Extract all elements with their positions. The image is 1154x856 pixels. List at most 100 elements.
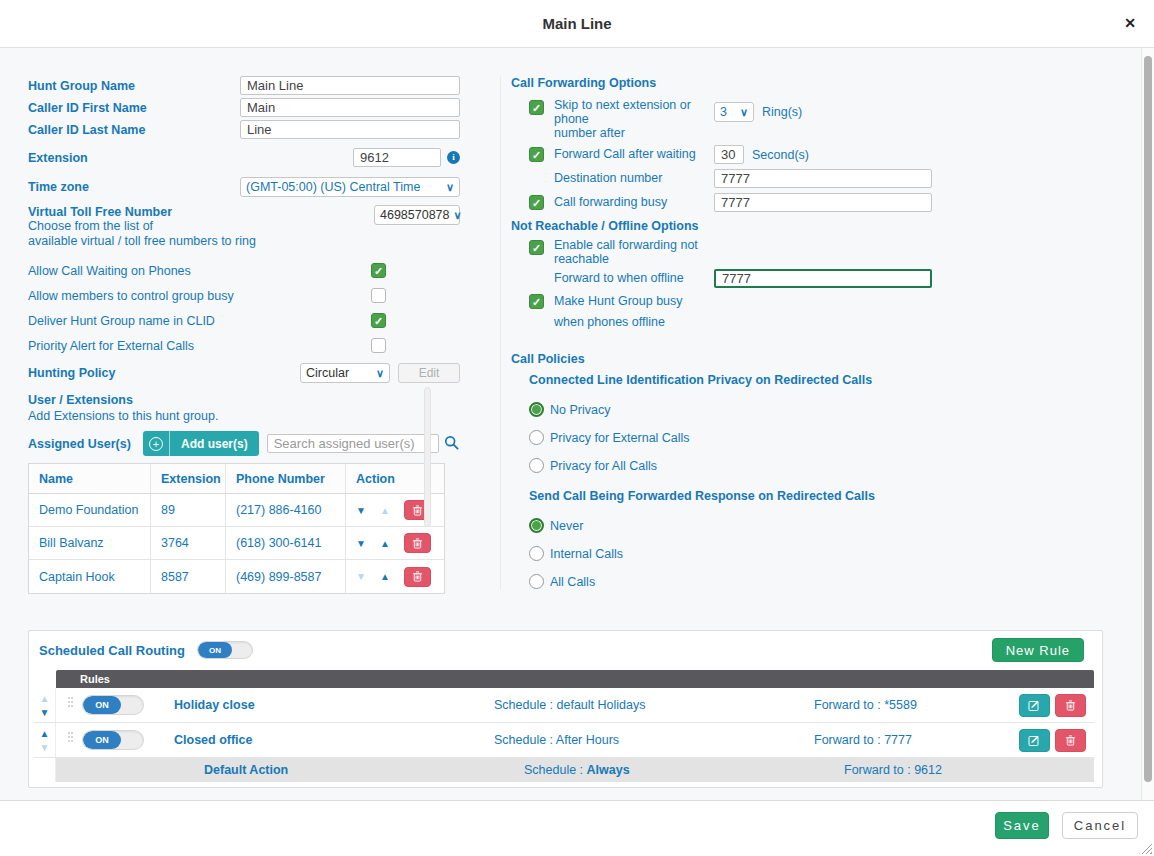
user-name: Bill Balvanz bbox=[29, 527, 151, 559]
internal-calls-label: Internal Calls bbox=[550, 547, 623, 561]
call-waiting-checkbox[interactable] bbox=[371, 263, 386, 278]
rule-name: Holiday close bbox=[144, 698, 494, 712]
delete-rule-button[interactable] bbox=[1055, 729, 1086, 752]
toggle-on-label: ON bbox=[83, 731, 121, 749]
make-busy-row: Make Hunt Group busy bbox=[511, 294, 945, 309]
hunting-policy-value: Circular bbox=[306, 366, 349, 380]
assigned-users-label: Assigned User(s) bbox=[28, 437, 143, 451]
delete-user-button[interactable] bbox=[404, 533, 431, 553]
edit-rule-button[interactable] bbox=[1019, 729, 1050, 752]
edit-button[interactable]: Edit bbox=[398, 363, 460, 383]
scheduled-routing-toggle[interactable]: ON bbox=[197, 641, 253, 659]
cancel-button[interactable]: Cancel bbox=[1062, 812, 1138, 839]
call-forwarding-title: Call Forwarding Options bbox=[511, 76, 945, 90]
priority-alert-label: Priority Alert for External Calls bbox=[28, 339, 371, 353]
privacy-external-row: Privacy for External Calls bbox=[511, 430, 945, 445]
clid-checkbox[interactable] bbox=[371, 313, 386, 328]
vtfn-select[interactable]: 4698570878 ∨ bbox=[374, 205, 460, 225]
make-busy-checkbox[interactable] bbox=[529, 294, 544, 309]
enable-cfnr-checkbox[interactable] bbox=[529, 240, 544, 255]
move-down-icon[interactable]: ▼ bbox=[356, 538, 366, 549]
user-extension: 3764 bbox=[151, 527, 226, 559]
table-scrollbar[interactable] bbox=[424, 387, 431, 527]
default-rule-row: Default Action Schedule : Always Forward… bbox=[34, 757, 1094, 782]
privacy-all-radio[interactable] bbox=[529, 458, 544, 473]
delete-user-button[interactable] bbox=[404, 567, 431, 587]
forward-wait-unit: Second(s) bbox=[752, 148, 809, 162]
rings-select[interactable]: 3 ∨ bbox=[714, 102, 754, 122]
resize-handle[interactable] bbox=[1141, 843, 1152, 854]
scrollbar-thumb[interactable] bbox=[1144, 56, 1152, 782]
caller-id-first-input[interactable] bbox=[240, 98, 460, 117]
rule-move-up-icon[interactable]: ▲ bbox=[40, 728, 50, 739]
destination-row: Destination number bbox=[511, 169, 945, 188]
chevron-down-icon: ∨ bbox=[454, 209, 462, 222]
never-label: Never bbox=[550, 519, 583, 533]
move-up-icon[interactable]: ▲ bbox=[380, 538, 390, 549]
chevron-down-icon: ∨ bbox=[740, 106, 748, 119]
all-calls-radio[interactable] bbox=[529, 574, 544, 589]
save-button[interactable]: Save bbox=[995, 812, 1049, 839]
hunt-group-name-input[interactable] bbox=[240, 76, 460, 95]
rule-toggle[interactable]: ON bbox=[82, 695, 144, 715]
extension-input[interactable] bbox=[353, 148, 441, 167]
toggle-on-label: ON bbox=[198, 642, 232, 658]
add-user-button[interactable]: + Add user(s) bbox=[143, 431, 259, 456]
privacy-external-radio[interactable] bbox=[529, 430, 544, 445]
move-up-icon[interactable]: ▲ bbox=[380, 571, 390, 582]
move-down-icon: ▼ bbox=[356, 571, 366, 582]
rule-move-down-icon[interactable]: ▼ bbox=[40, 707, 50, 718]
forward-offline-label: Forward to when offline bbox=[554, 271, 714, 286]
move-down-icon[interactable]: ▼ bbox=[356, 505, 366, 516]
assigned-users-table: Name Extension Phone Number Action Demo … bbox=[28, 463, 445, 594]
rings-unit: Ring(s) bbox=[762, 105, 802, 119]
rule-toggle[interactable]: ON bbox=[82, 730, 144, 750]
skip-label-1: Skip to next extension or phone bbox=[554, 98, 714, 126]
search-input[interactable] bbox=[267, 434, 439, 453]
vtfn-description-2: available virtual / toll free numbers to… bbox=[28, 234, 374, 249]
busy-input[interactable] bbox=[714, 193, 932, 212]
rule-forward: Forward to : 7777 bbox=[814, 733, 1019, 747]
hunting-policy-label: Hunting Policy bbox=[28, 366, 300, 380]
group-busy-label: Allow members to control group busy bbox=[28, 289, 371, 303]
new-rule-button[interactable]: New Rule bbox=[992, 638, 1084, 662]
edit-rule-button[interactable] bbox=[1019, 694, 1050, 717]
forward-offline-input[interactable] bbox=[714, 269, 932, 288]
close-icon[interactable]: ✕ bbox=[1120, 13, 1140, 33]
timezone-row: Time zone (GMT-05:00) (US) Central Time … bbox=[28, 177, 460, 197]
rule-name: Closed office bbox=[144, 733, 494, 747]
extension-row: Extension i bbox=[28, 148, 460, 167]
forward-offline-row: Forward to when offline bbox=[511, 269, 945, 288]
caller-id-last-row: Caller ID Last Name bbox=[28, 120, 460, 139]
hunting-policy-select[interactable]: Circular ∨ bbox=[300, 363, 390, 383]
column-header-name: Name bbox=[29, 464, 151, 493]
table-row: Captain Hook 8587 (469) 899-8587 ▼ ▲ bbox=[29, 560, 444, 593]
caller-id-last-input[interactable] bbox=[240, 120, 460, 139]
busy-checkbox[interactable] bbox=[529, 195, 544, 210]
no-privacy-row: No Privacy bbox=[511, 402, 945, 417]
clid-label: Deliver Hunt Group name in CLID bbox=[28, 314, 371, 328]
never-radio[interactable] bbox=[529, 518, 544, 533]
destination-input[interactable] bbox=[714, 169, 932, 188]
priority-alert-checkbox[interactable] bbox=[371, 338, 386, 353]
no-privacy-radio[interactable] bbox=[529, 402, 544, 417]
default-rule-schedule: Schedule : Always bbox=[524, 763, 844, 777]
group-busy-checkbox[interactable] bbox=[371, 288, 386, 303]
page-title: Main Line bbox=[0, 15, 1154, 32]
search-icon[interactable] bbox=[444, 435, 459, 453]
rule-move-down-icon: ▼ bbox=[40, 742, 50, 753]
internal-calls-radio[interactable] bbox=[529, 546, 544, 561]
user-phone: (618) 300-6141 bbox=[226, 527, 346, 559]
rule-schedule: Schedule : default Holidays bbox=[494, 698, 814, 712]
timezone-select[interactable]: (GMT-05:00) (US) Central Time ∨ bbox=[240, 177, 460, 197]
delete-rule-button[interactable] bbox=[1055, 694, 1086, 717]
info-icon[interactable]: i bbox=[447, 151, 460, 164]
busy-row: Call forwarding busy bbox=[511, 193, 945, 212]
right-column: Call Forwarding Options Skip to next ext… bbox=[500, 76, 945, 589]
forward-wait-row: Forward Call after waiting Second(s) bbox=[511, 145, 945, 164]
skip-checkbox[interactable] bbox=[529, 100, 544, 115]
user-extensions-subtitle: Add Extensions to this hunt group. bbox=[28, 409, 460, 423]
call-waiting-label: Allow Call Waiting on Phones bbox=[28, 264, 371, 278]
forward-wait-input[interactable] bbox=[714, 145, 744, 164]
forward-wait-checkbox[interactable] bbox=[529, 147, 544, 162]
